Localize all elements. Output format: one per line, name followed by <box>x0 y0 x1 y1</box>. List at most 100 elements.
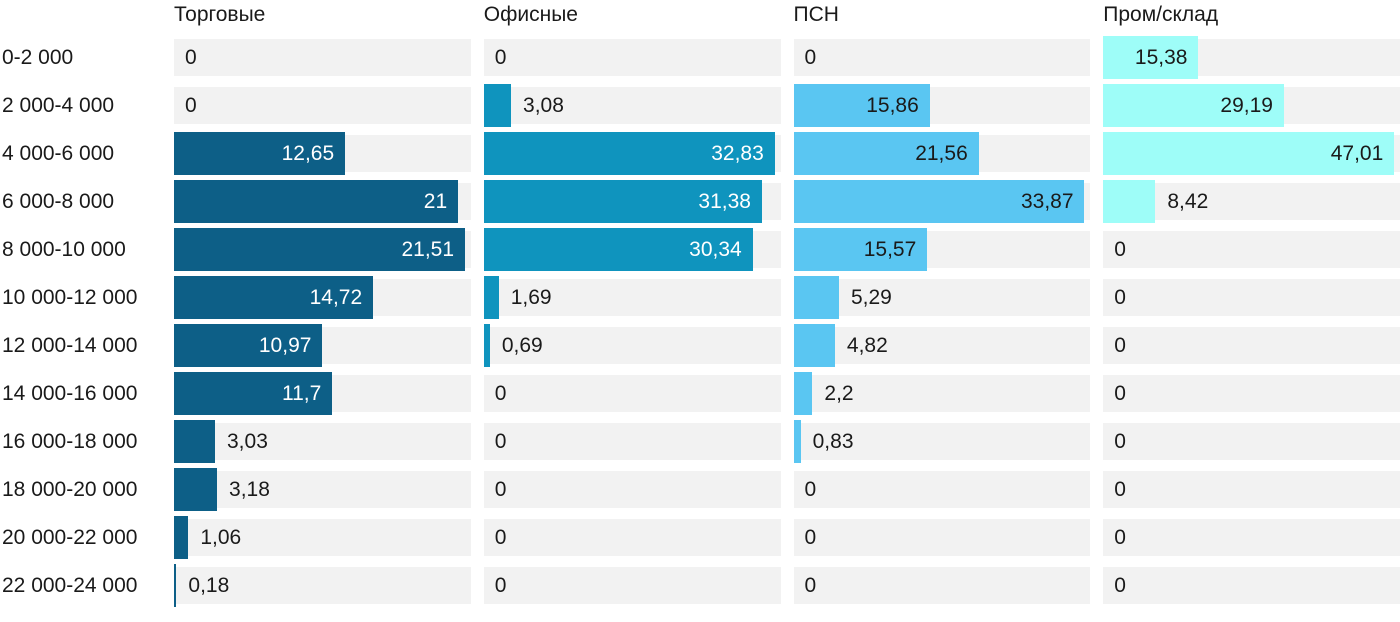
bar-value-label: 5,29 <box>850 285 892 309</box>
bar-cell: 0 <box>483 370 781 418</box>
bar-track <box>174 423 471 460</box>
bar <box>483 324 490 367</box>
bar-track <box>793 39 1091 76</box>
bar <box>793 372 813 415</box>
bar-track <box>483 519 781 556</box>
bar-track <box>793 471 1091 508</box>
bar-track <box>174 519 471 556</box>
bar-value-label: 0 <box>804 45 817 69</box>
bar-value-label: 1,69 <box>510 285 552 309</box>
bar-cell: 0 <box>1103 418 1400 466</box>
series-header-ofisnye: Офисные <box>483 3 578 26</box>
bar-value-label: 0 <box>1114 573 1126 597</box>
bar-value-label: 29,19 <box>1220 93 1273 117</box>
bar-value-label: 21,56 <box>915 141 968 165</box>
bar-cell: 0 <box>483 466 781 514</box>
bar-track <box>793 279 1091 316</box>
bar-cell: 14,72 <box>174 274 471 322</box>
bar-track <box>1103 375 1400 412</box>
bar-track <box>793 375 1091 412</box>
bar-cell: 15,57 <box>793 226 1091 274</box>
bar-cell: 0 <box>483 34 781 82</box>
bar <box>793 228 928 271</box>
bar-value-label: 21 <box>423 189 448 213</box>
bar-cell: 0 <box>483 514 781 562</box>
bar <box>793 84 930 127</box>
bar-cell: 0 <box>174 34 471 82</box>
bar <box>483 180 762 223</box>
bar-value-label: 0 <box>1114 285 1126 309</box>
row-label: 12 000-14 000 <box>2 334 138 357</box>
row-label: 6 000-8 000 <box>2 190 115 213</box>
bar <box>1103 132 1395 175</box>
bar-value-label: 0 <box>804 525 817 549</box>
bar-value-label: 0 <box>494 45 507 69</box>
bar-track <box>483 279 781 316</box>
bar-value-label: 0,18 <box>188 573 230 597</box>
bar-value-label: 30,34 <box>689 237 742 261</box>
row-label: 0-2 000 <box>2 46 74 69</box>
bar-cell: 21 <box>174 178 471 226</box>
bar-track <box>174 39 471 76</box>
row-label: 14 000-16 000 <box>2 382 138 405</box>
bar-value-label: 0 <box>494 429 507 453</box>
bar-cell: 0 <box>1103 322 1400 370</box>
bar-track <box>483 423 781 460</box>
row-label: 2 000-4 000 <box>2 94 115 117</box>
bar-track <box>483 375 781 412</box>
series-header-prom-sklad: Пром/склад <box>1103 3 1219 26</box>
bar-value-label: 0 <box>494 381 507 405</box>
bar-value-label: 32,83 <box>711 141 764 165</box>
bar-track <box>1103 471 1400 508</box>
bar-cell: 32,83 <box>483 130 781 178</box>
bar-cell: 0 <box>793 466 1091 514</box>
bar-track <box>793 519 1091 556</box>
bar-value-label: 14,72 <box>309 285 363 309</box>
bar-track <box>1103 519 1400 556</box>
bar <box>174 276 373 319</box>
bar-track <box>483 39 781 76</box>
bar-value-label: 0 <box>185 45 197 69</box>
bar <box>793 420 801 463</box>
series-header-torgovye: Торговые <box>174 3 266 26</box>
bar-value-label: 8,42 <box>1167 189 1209 213</box>
bar-value-label: 11,7 <box>281 381 322 405</box>
bar-cell: 0 <box>1103 274 1400 322</box>
bar-track <box>174 567 471 604</box>
bar-cell: 0,83 <box>793 418 1091 466</box>
bar-value-label: 0,69 <box>501 333 543 357</box>
bar-value-label: 0 <box>1114 525 1126 549</box>
bar-value-label: 0 <box>1114 333 1126 357</box>
bar-cell: 0 <box>483 418 781 466</box>
bar-value-label: 3,08 <box>523 93 564 117</box>
row-label: 16 000-18 000 <box>2 430 138 453</box>
bar-cell: 31,38 <box>483 178 781 226</box>
bar <box>1103 84 1284 127</box>
row-label: 4 000-6 000 <box>2 142 115 165</box>
bar-track <box>793 423 1091 460</box>
bar-track <box>1103 423 1400 460</box>
bar-track <box>793 327 1091 364</box>
bar-track <box>174 87 471 124</box>
bar-cell: 0 <box>483 562 781 610</box>
bar-cell: 0 <box>174 82 471 130</box>
bar-track <box>1103 279 1400 316</box>
row-label: 22 000-24 000 <box>2 574 138 597</box>
bar-cell: 10,97 <box>174 322 471 370</box>
bar-value-label: 0 <box>804 573 817 597</box>
bar-cell: 8,42 <box>1103 178 1400 226</box>
bar-value-label: 0 <box>1114 237 1126 261</box>
bar-value-label: 0 <box>494 477 507 501</box>
bar-value-label: 3,18 <box>229 477 270 501</box>
bar-cell: 15,38 <box>1103 34 1400 82</box>
header-spacer <box>0 0 161 34</box>
bar-value-label: 4,82 <box>846 333 888 357</box>
bar <box>1103 36 1199 79</box>
bar-value-label: 1,06 <box>200 525 242 549</box>
bar-value-label: 0,83 <box>812 429 854 453</box>
bar <box>174 564 177 607</box>
bar-cell: 0 <box>793 34 1091 82</box>
bar <box>1103 180 1156 223</box>
bar <box>483 132 775 175</box>
